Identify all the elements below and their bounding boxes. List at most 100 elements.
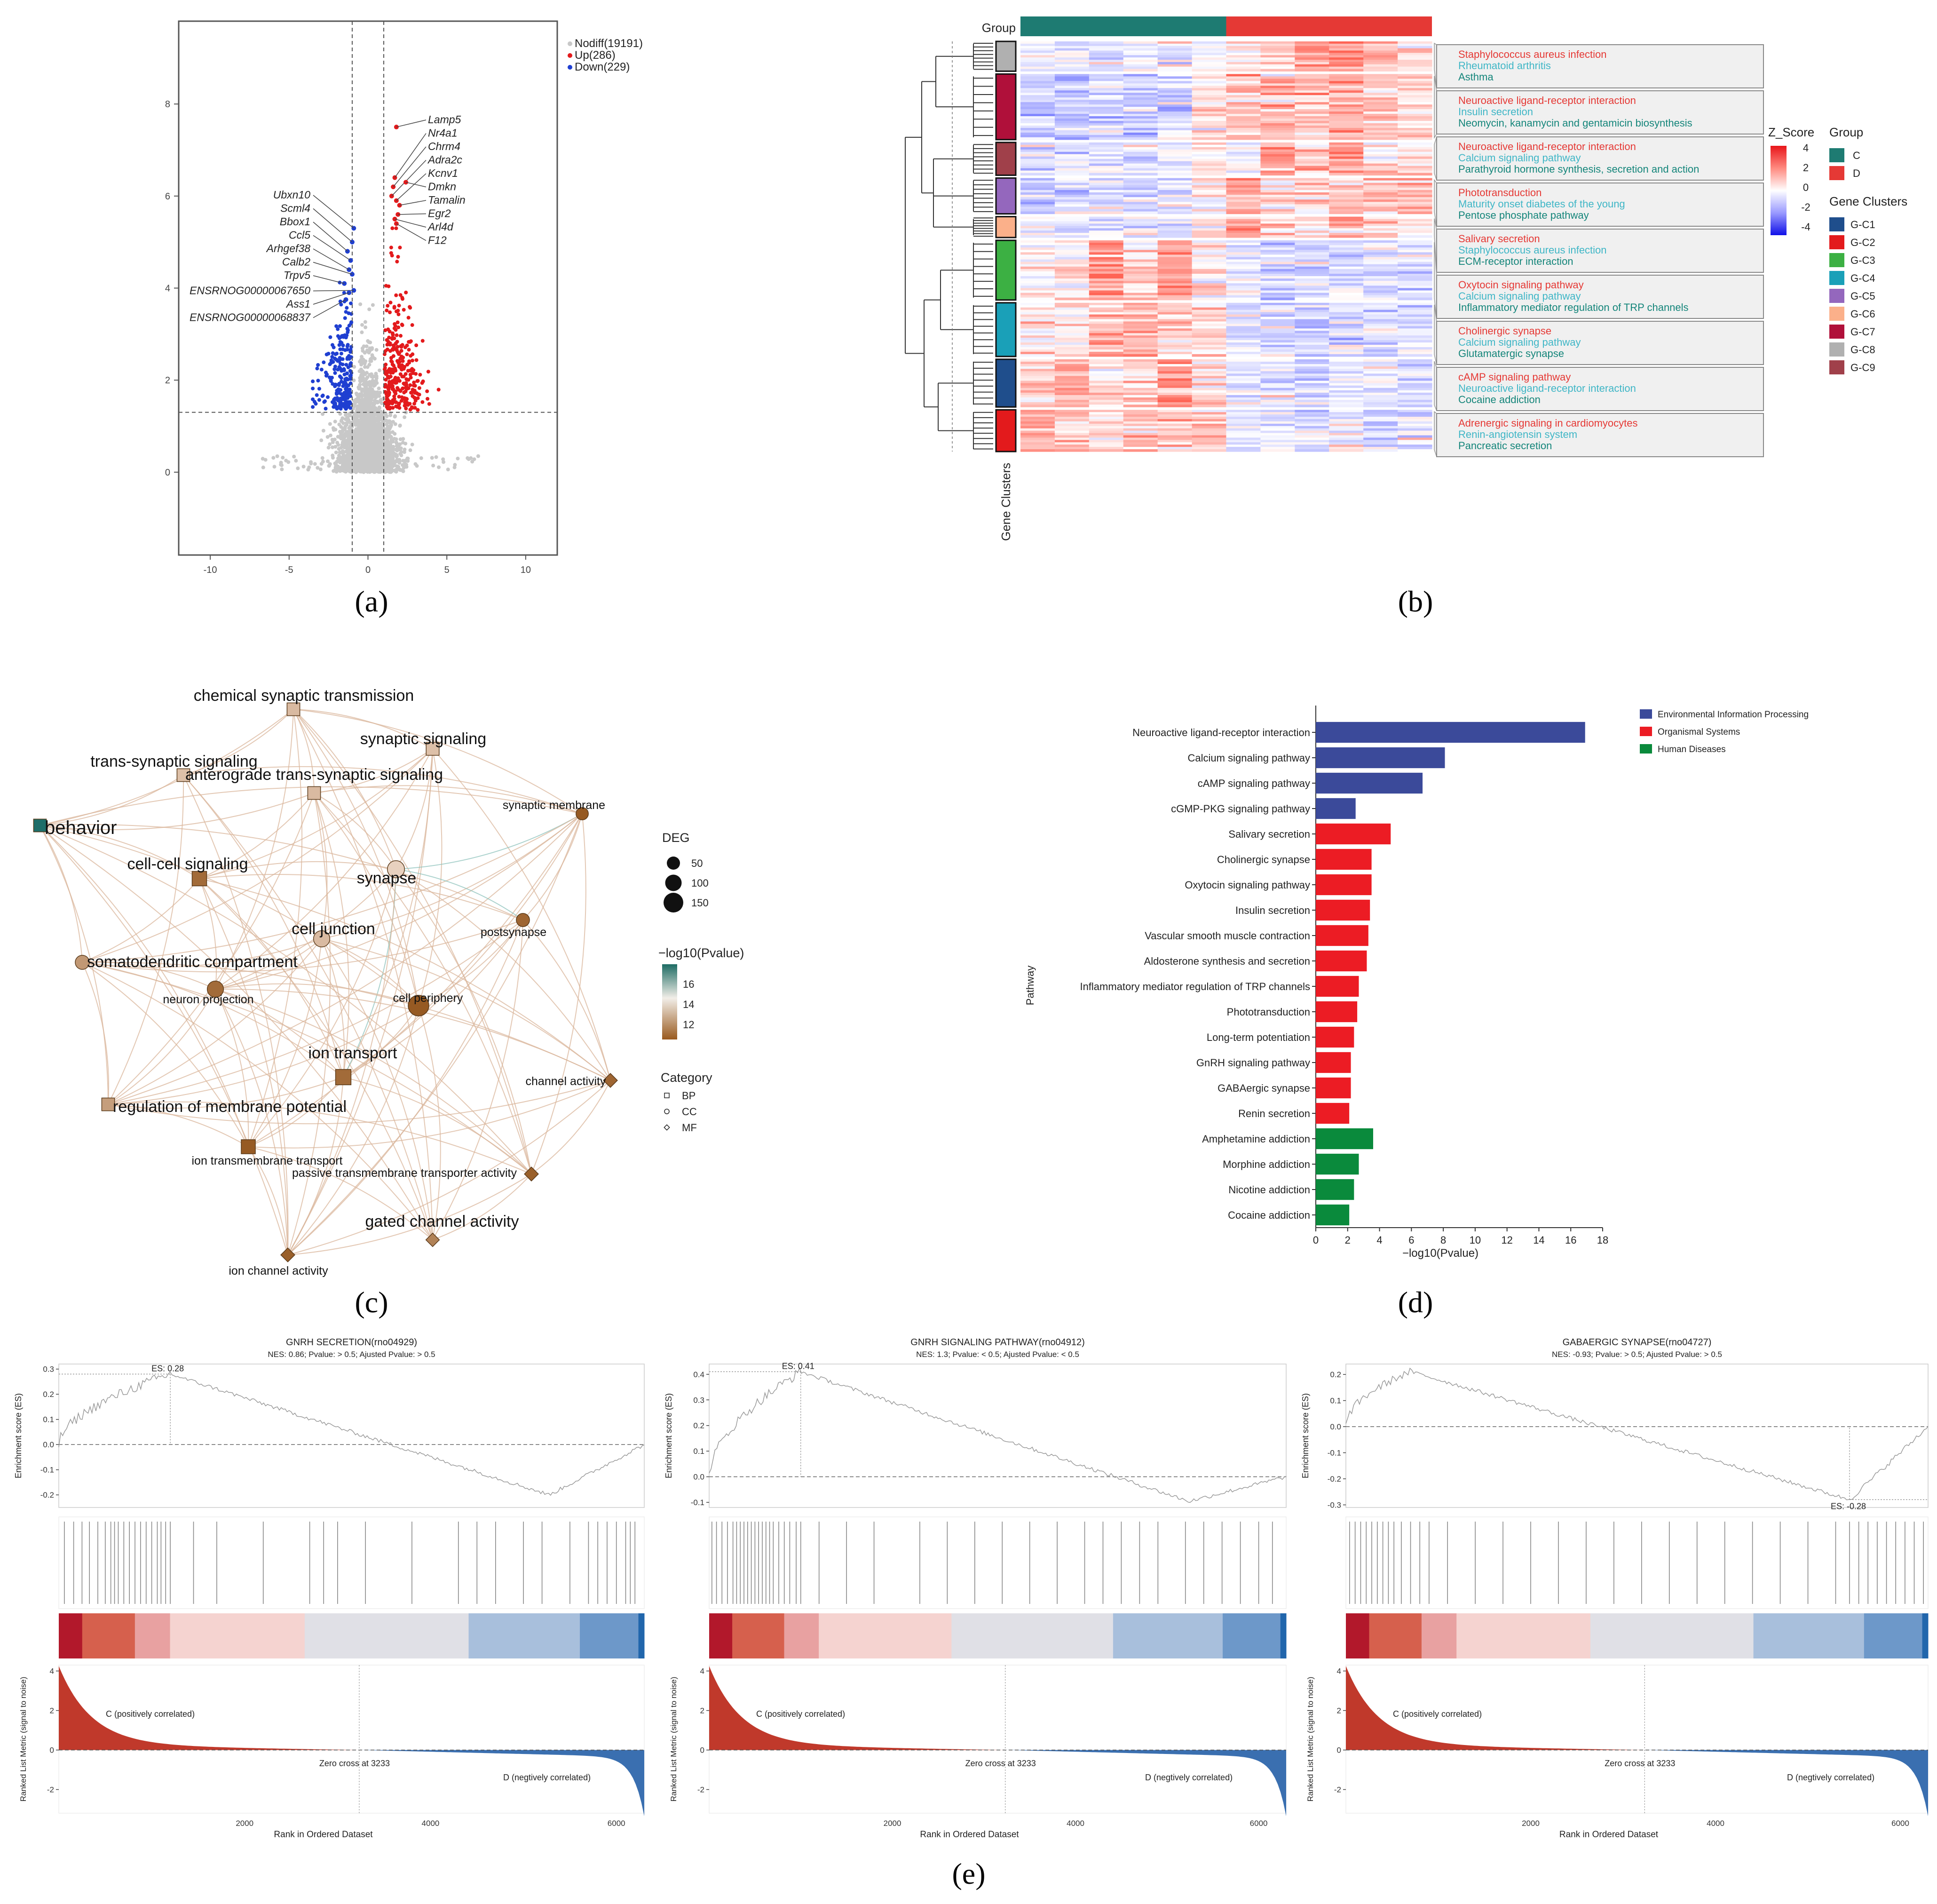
heatmap-cell (1329, 340, 1364, 343)
down-point (311, 405, 315, 409)
heatmap-cell (1157, 397, 1193, 400)
heatmap-cell (1329, 328, 1364, 331)
down-point (311, 386, 315, 390)
heatmap-cell (1260, 369, 1295, 372)
heatmap-cell (1089, 276, 1124, 279)
heatmap-cell (1363, 195, 1398, 198)
cluster-bar-G-C6 (995, 216, 1017, 238)
heatmap-cell (1226, 187, 1261, 190)
heatmap-cell (1089, 369, 1124, 372)
heatmap-cell (1054, 125, 1090, 128)
heatmap-cell (1329, 55, 1364, 58)
heatmap-cell (1020, 195, 1055, 198)
nodiff-point (370, 455, 374, 460)
heatmap-cell (1226, 178, 1261, 181)
heatmap-cell (1089, 383, 1124, 386)
heatmap-cell (1020, 142, 1055, 145)
heatmap-cell (1260, 204, 1295, 207)
heatmap-cell (1363, 233, 1398, 236)
heatmap-cell (1123, 314, 1158, 317)
heatmap-cell (1329, 283, 1364, 286)
up-point (393, 376, 397, 380)
heatmap-cell (1260, 314, 1295, 317)
heatmap-cell (1192, 62, 1227, 65)
heatmap-cell (1329, 50, 1364, 53)
nodiff-point (281, 455, 285, 460)
heatmap-cell (1260, 135, 1295, 138)
x-tick-label: 10 (521, 565, 531, 575)
heatmap-cell (1295, 264, 1329, 267)
heatmap-cell (1295, 250, 1329, 253)
heatmap-cell (1260, 185, 1295, 188)
heatmap-cell (1192, 209, 1227, 212)
heatmap-cell (1192, 93, 1227, 95)
heatmap-cell (1398, 142, 1432, 145)
heatmap-cell (1192, 142, 1227, 145)
heatmap-cell (1123, 397, 1158, 400)
down-point (317, 398, 321, 402)
heatmap-cell (1089, 90, 1124, 93)
heatmap-cell (1329, 219, 1364, 222)
nodiff-point (434, 455, 438, 459)
nodiff-point (469, 456, 473, 460)
down-point (326, 395, 330, 399)
heatmap-cell (1295, 156, 1329, 159)
nodiff-point (476, 454, 480, 458)
heatmap-cell (1398, 369, 1432, 372)
heatmap-cell (1329, 187, 1364, 190)
nodiff-point (348, 429, 352, 433)
up-point (390, 337, 395, 341)
heatmap-cell (1260, 109, 1295, 112)
up-point (396, 254, 400, 259)
heatmap-cell (1157, 264, 1193, 267)
heatmap-cell (1295, 130, 1329, 133)
heatmap-cell (1398, 111, 1432, 114)
heatmap-cell (1020, 170, 1055, 174)
heatmap-cell (1260, 366, 1295, 369)
heatmap-cell (1089, 166, 1124, 169)
heatmap-cell (1089, 349, 1124, 352)
heatmap-cell (1123, 202, 1158, 205)
legend-dot (568, 65, 572, 70)
heatmap-cell (1226, 361, 1261, 365)
nodiff-point (360, 330, 364, 334)
up-point (395, 320, 400, 325)
heatmap-cell (1260, 302, 1295, 306)
heatmap-cell (1329, 324, 1364, 326)
heatmap-cell (1054, 199, 1090, 202)
heatmap-cell (1329, 127, 1364, 131)
heatmap-cell (1123, 252, 1158, 255)
heatmap-cell (1054, 281, 1090, 284)
heatmap-cell (1020, 333, 1055, 336)
heatmap-cell (1329, 395, 1364, 398)
heatmap-cell (1226, 170, 1261, 174)
heatmap-cell (1295, 369, 1329, 372)
nodiff-point (360, 411, 364, 415)
nodiff-point (393, 414, 397, 419)
heatmap-cell (1398, 216, 1432, 220)
heatmap-cell (1226, 381, 1261, 384)
heatmap-cell (1192, 151, 1227, 155)
heatmap-cell (1089, 97, 1124, 100)
heatmap-cell (1226, 388, 1261, 391)
heatmap-cell (1329, 388, 1364, 391)
heatmap-cell (1192, 109, 1227, 112)
heatmap-cell (1020, 371, 1055, 374)
up-point (392, 397, 396, 401)
heatmap-cell (1192, 50, 1227, 53)
heatmap-cell (1226, 383, 1261, 386)
heatmap-cell (1089, 173, 1124, 176)
nodiff-point (353, 467, 357, 471)
heatmap-cell (1260, 219, 1295, 222)
up-point (394, 341, 398, 346)
down-point (331, 400, 335, 404)
heatmap-cell (1398, 135, 1432, 138)
nodiff-point (446, 468, 450, 472)
heatmap-cell (1192, 182, 1227, 186)
heatmap-cell (1020, 79, 1055, 81)
heatmap-cell (1398, 50, 1432, 53)
heatmap-cell (1054, 195, 1090, 198)
nodiff-point (321, 428, 325, 433)
heatmap-cell (1123, 245, 1158, 248)
heatmap-cell (1295, 273, 1329, 277)
